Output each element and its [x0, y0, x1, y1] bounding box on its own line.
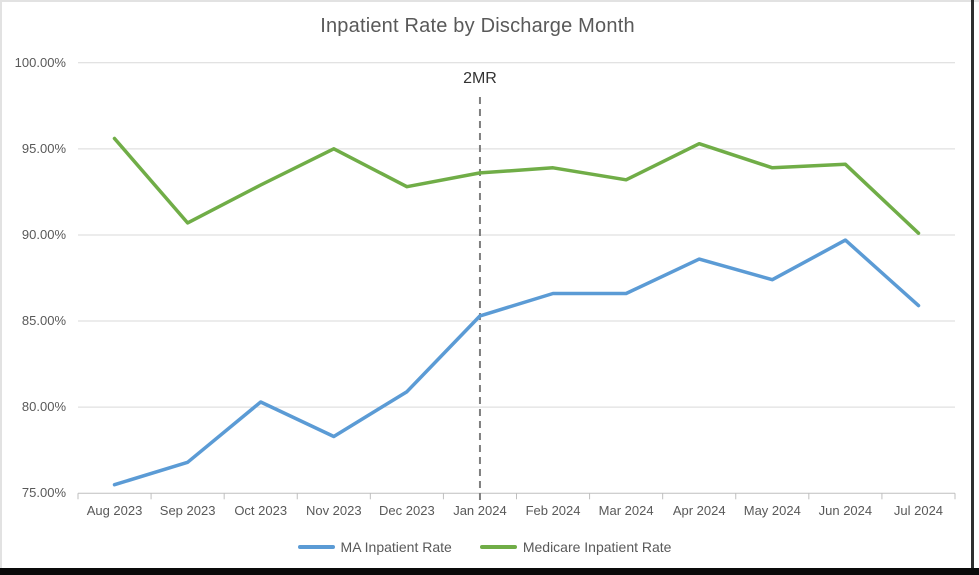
- x-tick-label: Apr 2024: [672, 503, 726, 518]
- y-tick-label: 85.00%: [21, 313, 66, 329]
- x-tick-label: Jun 2024: [818, 503, 873, 518]
- series-line-ma-inpatient-rate: [112, 238, 921, 487]
- frame-border-right: [971, 0, 974, 575]
- legend-item-medicare-inpatient-rate: Medicare Inpatient Rate: [479, 539, 672, 555]
- x-tick-label: Dec 2023: [379, 503, 435, 518]
- y-tick-label: 95.00%: [21, 140, 66, 156]
- legend-label-medicare-inpatient-rate: Medicare Inpatient Rate: [522, 539, 672, 555]
- y-tick-label: 80.00%: [21, 399, 66, 415]
- annotation-2mr-label: 2MR: [463, 70, 497, 87]
- x-tick-label: Mar 2024: [598, 503, 654, 518]
- x-tick-label: Aug 2023: [86, 503, 143, 518]
- x-tick-label: Nov 2023: [305, 503, 362, 518]
- x-tick-label: Sep 2023: [159, 503, 216, 518]
- legend-item-ma-inpatient-rate: MA Inpatient Rate: [297, 539, 452, 555]
- frame-border-bottom: [0, 568, 979, 575]
- legend-label-ma-inpatient-rate: MA Inpatient Rate: [340, 539, 452, 555]
- legend-line-swatch-blue-icon: [297, 545, 335, 549]
- y-tick-label: 100.00%: [14, 54, 66, 70]
- x-tick-label: Oct 2023: [234, 503, 288, 518]
- x-tick-label: Jul 2024: [893, 503, 944, 518]
- x-tick-label: Feb 2024: [525, 503, 581, 518]
- legend-line-swatch-green-icon: [479, 545, 517, 549]
- y-tick-label: 90.00%: [21, 226, 66, 242]
- chart-title: Inpatient Rate by Discharge Month: [320, 15, 635, 37]
- x-tick-label: May 2024: [743, 503, 801, 518]
- series-line-medicare-inpatient-rate: [112, 136, 921, 235]
- frame-border-top: [0, 0, 979, 2]
- y-tick-label: 75.00%: [21, 485, 66, 501]
- frame-border-left: [0, 0, 2, 575]
- legend: MA Inpatient Rate Medicare Inpatient Rat…: [0, 538, 969, 556]
- x-tick-label: Jan 2024: [453, 503, 507, 518]
